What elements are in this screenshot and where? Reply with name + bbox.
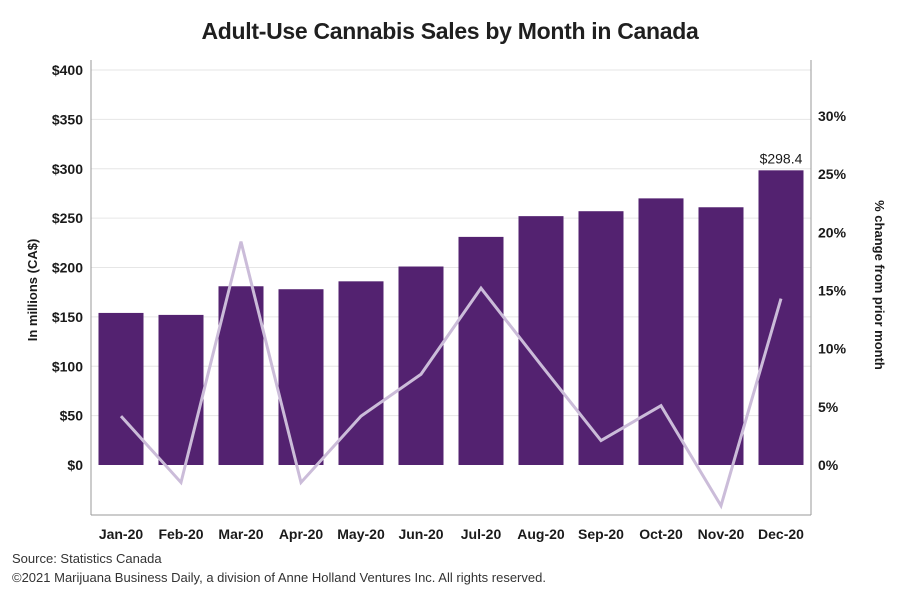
y2-tick-label: 30% <box>818 108 847 124</box>
y2-tick-label: 0% <box>818 457 839 473</box>
y-tick-label: $250 <box>52 210 83 226</box>
chart-title: Adult-Use Cannabis Sales by Month in Can… <box>201 18 699 44</box>
bar <box>578 211 624 465</box>
y2-axis-title: % change from prior month <box>872 200 887 370</box>
pct-change-line <box>119 241 783 510</box>
x-tick-label: Aug-20 <box>517 526 565 542</box>
y2-tick-label: 10% <box>818 341 847 357</box>
y-tick-label: $100 <box>52 358 83 374</box>
bar <box>698 207 744 465</box>
x-tick-label: May-20 <box>337 526 385 542</box>
x-tick-label: Jun-20 <box>398 526 443 542</box>
bar <box>278 289 324 465</box>
x-tick-label: Apr-20 <box>279 526 324 542</box>
bar <box>398 266 444 465</box>
bar <box>218 286 264 465</box>
y2-tick-label: 5% <box>818 399 839 415</box>
x-tick-label: Jan-20 <box>99 526 144 542</box>
x-tick-label: Oct-20 <box>639 526 683 542</box>
y-tick-label: $0 <box>67 457 83 473</box>
y-axis-title: In millions (CA$) <box>25 239 40 342</box>
y2-tick-label: 20% <box>818 224 847 240</box>
bar-data-label: $298.4 <box>760 150 803 166</box>
y-tick-label: $400 <box>52 62 83 78</box>
bar <box>458 236 504 465</box>
copyright-note: ©2021 Marijuana Business Daily, a divisi… <box>12 570 546 585</box>
y-tick-label: $350 <box>52 111 83 127</box>
bar <box>518 216 564 465</box>
line-layer <box>119 241 783 510</box>
bar <box>638 198 684 465</box>
source-note: Source: Statistics Canada <box>12 551 162 566</box>
bar <box>158 314 204 465</box>
x-tick-label: Nov-20 <box>698 526 745 542</box>
x-tick-label: Jul-20 <box>461 526 502 542</box>
x-tick-label: Feb-20 <box>158 526 203 542</box>
labels-layer: $0 $50 $100 $150 $200 $250 $300 $350 $400 0% 5% 10%… <box>25 62 887 542</box>
x-tick-label: Mar-20 <box>218 526 263 542</box>
bar <box>758 170 804 465</box>
y-tick-label: $300 <box>52 161 83 177</box>
y-tick-label: $200 <box>52 260 83 276</box>
axes-layer <box>90 60 812 516</box>
bar <box>98 312 144 465</box>
bar <box>338 281 384 465</box>
y-tick-label: $150 <box>52 309 83 325</box>
bars-layer <box>98 170 804 465</box>
y2-tick-label: 15% <box>818 283 847 299</box>
y-tick-label: $50 <box>60 408 84 424</box>
x-tick-label: Dec-20 <box>758 526 804 542</box>
y2-tick-label: 25% <box>818 166 847 182</box>
x-tick-label: Sep-20 <box>578 526 624 542</box>
